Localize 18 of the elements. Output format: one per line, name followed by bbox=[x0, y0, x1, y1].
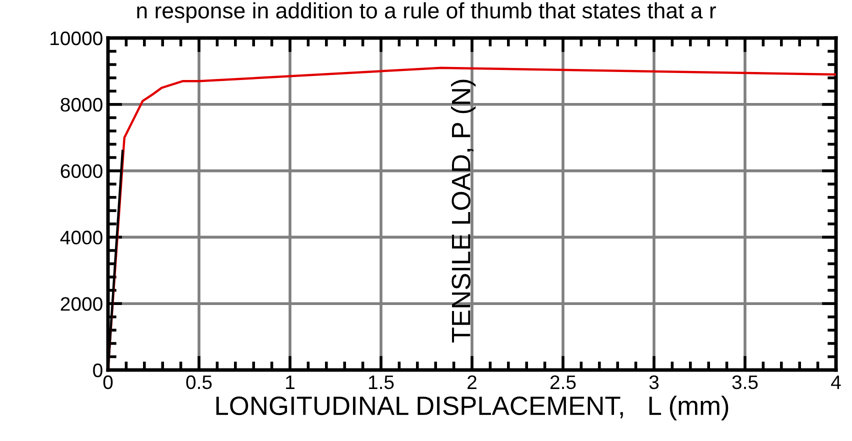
y-tick-label: 10000 bbox=[50, 31, 102, 46]
y-axis-title: TENSILE LOAD, P (N) bbox=[451, 80, 476, 343]
x-tick-label: 0 bbox=[103, 375, 113, 390]
x-tick-label: 2.5 bbox=[550, 375, 576, 390]
x-tick-label: 3 bbox=[649, 375, 659, 390]
y-tick-label: 4000 bbox=[60, 230, 102, 244]
y-tick-label: 6000 bbox=[60, 164, 102, 178]
x-tick-label: 4 bbox=[831, 376, 841, 389]
x-axis-title: LONGITUDINAL DISPLACEMENT, L (mm) bbox=[216, 396, 728, 420]
y-tick-label: 8000 bbox=[60, 98, 102, 112]
text: n response in addition to a rule of thumb that states that a r bbox=[137, 2, 716, 23]
x-tick-label: 2 bbox=[468, 375, 476, 389]
x-tick-label: 3.5 bbox=[732, 375, 758, 390]
y-tick-label: 0 bbox=[93, 363, 102, 378]
x-tick-label: 0.5 bbox=[186, 375, 212, 390]
y-tick-label: 2000 bbox=[60, 297, 102, 311]
x-tick-label: 1 bbox=[286, 376, 294, 389]
x-tick-label: 1.5 bbox=[368, 376, 394, 390]
